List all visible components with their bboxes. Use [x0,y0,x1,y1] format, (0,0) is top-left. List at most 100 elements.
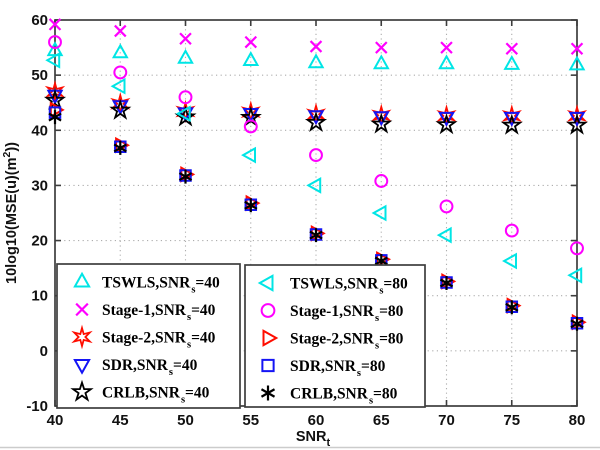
data-point-crlb-snrs80 [505,300,519,315]
legend-marker-triangle-left-icon [257,274,274,292]
legend-box-2: TSWLS,SNRs=80 Stage-1,SNRs=80 Stage-2,SNRs… [244,264,426,408]
data-point-crlb-snrs80 [309,228,323,243]
legend-entry-stage1-snrs80: Stage-1,SNRs=80 [260,303,404,324]
x-tick-label: 65 [373,412,390,429]
data-point-crlb-snrs40 [435,113,458,135]
data-point-stage1-snrs80 [504,223,519,238]
series-crlb-snrs80 [48,110,584,331]
legend-marker-triangle-down-icon [73,359,91,375]
legend-entry-stage1-snrs40: Stage-1,SNRs=40 [75,302,216,323]
data-point-tswls-snrs80 [306,177,322,194]
legend-label: SDR,SNRs=40 [102,357,198,378]
data-point-stage1-snrs80 [374,174,389,188]
data-point-stage1-snrs40 [309,40,323,53]
legend-entry-sdr-snrs80: SDR,SNRs=80 [261,358,386,379]
legend-marker-pentagram-icon [70,379,94,402]
data-point-sdr-snrs80 [309,228,323,241]
x-tick-label: 60 [308,412,325,429]
legend-label: Stage-1,SNRs=40 [102,302,216,323]
data-point-sdr-snrs80 [570,317,584,330]
y-tick-label: -10 [26,398,48,415]
legend-label: TSWLS,SNRs=40 [102,275,220,296]
legend-label: Stage-2,SNRs=80 [290,331,404,352]
data-point-stage2-snrs40 [44,79,66,104]
y-tick-label: 0 [40,343,48,360]
data-point-crlb-snrs80 [113,140,127,155]
data-point-stage1-snrs80 [113,65,128,80]
y-tick-label: 60 [31,12,48,29]
legend-frame [244,264,426,408]
data-point-stage1-snrs40 [570,42,584,55]
data-point-tswls-snrs40 [372,54,390,70]
legend-entry-tswls-snrs40: TSWLS,SNRs=40 [73,271,220,296]
legend-marker-square-icon [261,358,275,373]
legend-box-1: TSWLS,SNRs=40 Stage-1,SNRs=40 Stage-2,SNRs… [56,263,241,409]
x-tick-label: 70 [438,412,455,429]
x-axis-label: SNRt [296,429,331,449]
data-point-crlb-snrs80 [439,276,454,290]
data-point-tswls-snrs40 [503,54,521,70]
series-stage1-snrs80 [48,35,584,256]
data-point-crlb-snrs80 [48,110,62,125]
legend-label: Stage-2,SNRs=40 [102,330,216,351]
data-point-tswls-snrs40 [307,53,325,69]
legend-entry-crlb-snrs40: CRLB,SNRs=40 [70,379,210,406]
data-point-tswls-snrs80 [371,204,387,222]
legend-entry-tswls-snrs80: TSWLS,SNRs=80 [257,274,408,297]
data-point-sdr-snrs40 [372,111,390,127]
data-point-tswls-snrs80 [241,146,257,164]
data-point-crlb-snrs40 [304,110,328,133]
data-point-tswls-snrs80 [436,226,452,244]
data-point-tswls-snrs40 [177,48,194,64]
data-point-stage1-snrs40 [375,41,388,54]
x-tick-label: 55 [242,412,259,429]
y-tick-label: 30 [31,177,48,194]
legend-label: TSWLS,SNRs=80 [290,276,408,297]
data-point-sdr-snrs80 [244,198,258,211]
y-tick-label: 10 [31,288,48,305]
y-axis-label: 10log10(MSE(u)(m2)) [1,142,20,284]
data-point-tswls-snrs40 [438,54,455,70]
y-tick-label: 40 [31,122,48,139]
legend-marker-triangle-right-icon [262,329,279,347]
data-point-tswls-snrs40 [111,43,129,59]
x-tick-label: 75 [503,412,520,429]
legend-marker-hexagram-icon [71,324,93,350]
data-point-stage1-snrs80 [48,35,62,50]
data-point-crlb-snrs40 [109,98,132,120]
series-tswls-snrs40 [46,41,586,71]
legend-entry-stage2-snrs80: Stage-2,SNRs=80 [262,329,404,352]
data-point-tswls-snrs80 [175,105,191,123]
data-point-crlb-snrs40 [370,112,393,134]
data-point-tswls-snrs40 [242,51,260,66]
legend-label: CRLB,SNRs=40 [102,385,210,406]
data-point-crlb-snrs80 [178,169,193,184]
data-point-stage1-snrs80 [309,148,323,163]
x-tick-label: 50 [177,412,194,429]
data-point-tswls-snrs80 [45,51,61,69]
legend-marker-cross-icon [75,302,89,317]
axis-ticks [54,19,578,407]
data-point-crlb-snrs80 [244,198,258,213]
data-point-stage1-snrs80 [570,241,584,256]
data-point-sdr-snrs40 [568,111,586,127]
data-point-sdr-snrs40 [438,111,455,127]
legend-entry-crlb-snrs80: CRLB,SNRs=80 [260,385,398,407]
data-point-stage1-snrs40 [440,41,453,54]
series-stage1-snrs40 [48,18,584,55]
data-point-crlb-snrs40 [43,88,67,110]
data-point-stage1-snrs80 [178,90,193,105]
data-point-stage1-snrs40 [179,32,192,45]
x-tick-label: 80 [569,412,586,429]
data-point-tswls-snrs80 [110,77,126,95]
data-point-crlb-snrs40 [500,113,523,135]
data-point-stage1-snrs40 [114,24,127,38]
data-point-sdr-snrs80 [505,300,519,313]
legend-label: Stage-1,SNRs=80 [290,303,404,324]
data-point-crlb-snrs40 [565,113,589,135]
data-point-stage1-snrs80 [439,199,454,214]
legend-marker-asterisk-icon [260,385,276,401]
y-tick-label: 20 [31,233,48,250]
